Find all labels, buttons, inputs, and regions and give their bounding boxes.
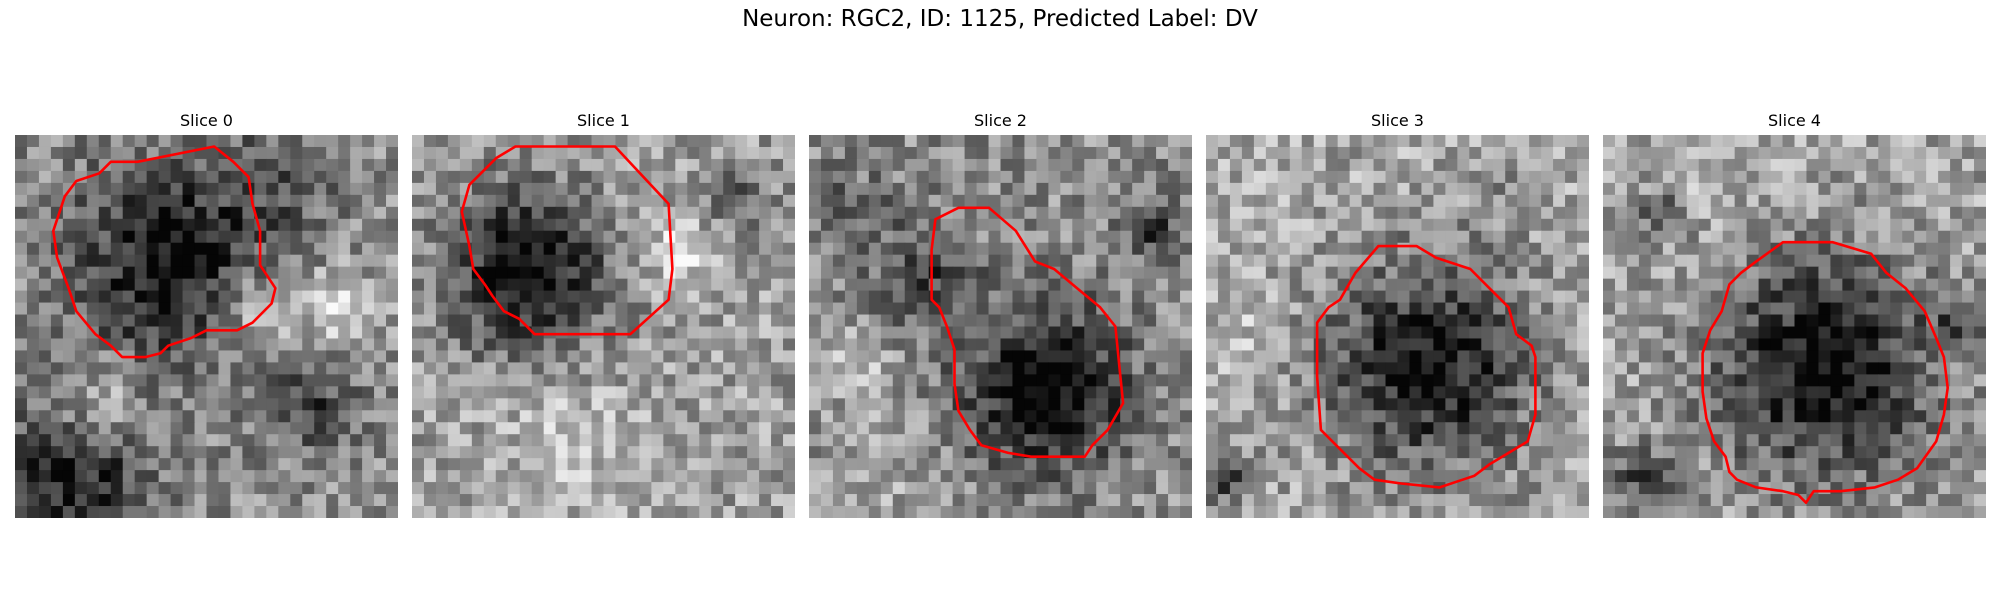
pixel-grid	[412, 135, 795, 518]
slice-image	[15, 135, 398, 518]
pixel-grid	[15, 135, 398, 518]
slice-panel-1: Slice 1	[412, 110, 795, 518]
slice-title: Slice 4	[1768, 111, 1821, 130]
slice-title: Slice 1	[577, 111, 630, 130]
slice-panel-0: Slice 0	[15, 110, 398, 518]
slice-image	[1206, 135, 1589, 518]
figure-title: Neuron: RGC2, ID: 1125, Predicted Label:…	[742, 6, 1258, 32]
slice-panel-2: Slice 2	[809, 110, 1192, 518]
pixel-grid	[809, 135, 1192, 518]
slice-title: Slice 0	[180, 111, 233, 130]
cell-contour	[1315, 244, 1537, 489]
cell-contour	[1701, 240, 1950, 505]
cell-contour	[930, 206, 1125, 459]
cell-contour	[460, 145, 674, 336]
slice-image	[1603, 135, 1986, 518]
slice-image	[412, 135, 795, 518]
slice-title: Slice 2	[974, 111, 1027, 130]
pixel-grid	[1603, 135, 1986, 518]
slice-panel-3: Slice 3	[1206, 110, 1589, 518]
slice-image	[809, 135, 1192, 518]
pixel-grid	[1206, 135, 1589, 518]
slice-title: Slice 3	[1371, 111, 1424, 130]
cell-contour	[51, 145, 277, 359]
slice-panel-4: Slice 4	[1603, 110, 1986, 518]
